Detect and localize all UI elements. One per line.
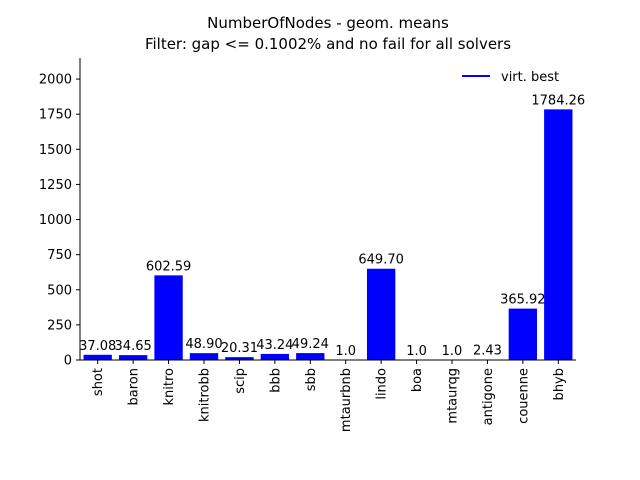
y-tick-label: 2000 [39, 73, 72, 88]
x-tick-label: couenne [516, 368, 531, 424]
y-tick-label: 1250 [39, 178, 72, 193]
bar-shot [83, 354, 112, 360]
data-label-scip: 20.31 [221, 341, 258, 356]
y-tick-label: 0 [64, 354, 72, 369]
x-tick-label: knitro [162, 368, 177, 406]
x-tick-label: boa [410, 368, 425, 392]
bar-lindo [366, 268, 396, 360]
x-tick-label: sbb [304, 368, 319, 391]
data-label-shot: 37.08 [79, 339, 116, 354]
x-tick-label: lindo [375, 368, 390, 400]
bar-sbb [296, 353, 325, 360]
bars [83, 109, 573, 361]
data-label-mtaurbnb: 1.0 [335, 344, 356, 359]
data-label-knitrobb: 48.90 [185, 337, 222, 352]
bar-bbb [260, 353, 290, 360]
bar-baron [118, 355, 148, 360]
data-label-antigone: 2.43 [473, 344, 502, 359]
data-label-mtaurqg: 1.0 [442, 344, 463, 359]
bar-bhyb [544, 109, 573, 360]
x-tick-label: scip [233, 368, 248, 394]
y-tick-label: 250 [47, 318, 72, 333]
x-tick-label: knitrobb [198, 368, 213, 422]
x-tick-label: mtaurbnb [339, 368, 354, 432]
data-label-knitro: 602.59 [146, 259, 192, 274]
data-label-lindo: 649.70 [358, 253, 404, 268]
data-label-sbb: 49.24 [292, 337, 329, 352]
x-tick-label: bbb [268, 368, 283, 393]
y-tick-label: 1750 [39, 108, 72, 123]
bar-couenne [508, 308, 538, 360]
x-axis: shot baron knitro knitrobb scip bbb sbb mtaurbn… [80, 359, 576, 432]
legend: virt. best [462, 70, 559, 85]
bar-scip [225, 357, 254, 360]
x-tick-label: bhyb [552, 368, 567, 400]
y-tick-label: 1500 [39, 143, 72, 158]
data-label-boa: 1.0 [406, 344, 427, 359]
data-label-bbb: 43.24 [256, 338, 293, 353]
bar-knitrobb [189, 353, 219, 360]
data-label-baron: 34.65 [115, 339, 152, 354]
chart-title: NumberOfNodes - geom. means [207, 14, 449, 32]
chart-subtitle: Filter: gap <= 0.1002% and no fail for a… [145, 35, 511, 53]
bar-knitro [154, 275, 183, 360]
y-tick-label: 500 [47, 283, 72, 298]
x-tick-label: shot [91, 368, 106, 396]
y-axis: 0 250 500 750 1000 1250 1500 1750 2000 [39, 58, 81, 369]
x-tick-label: antigone [481, 368, 496, 425]
x-tick-label: mtaurqg [446, 368, 461, 424]
y-tick-label: 750 [47, 248, 72, 263]
data-label-bhyb: 1784.26 [531, 93, 585, 108]
y-tick-label: 1000 [39, 213, 72, 228]
data-label-couenne: 365.92 [500, 293, 546, 308]
x-tick-label: baron [127, 368, 142, 405]
legend-label: virt. best [501, 70, 559, 85]
